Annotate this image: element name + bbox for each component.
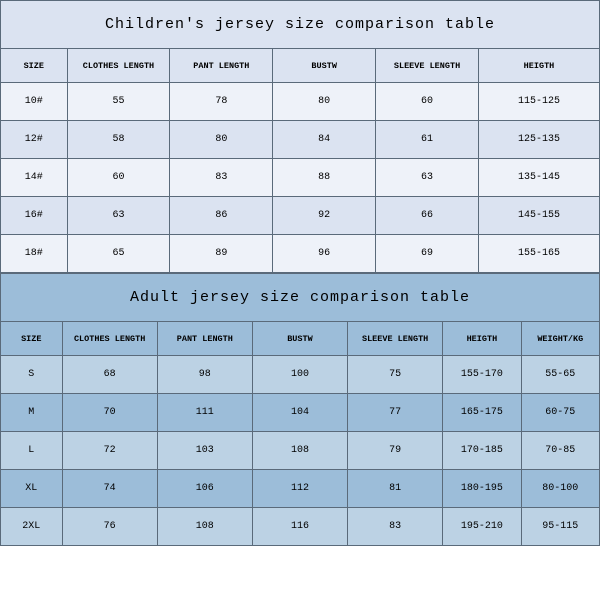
children-size-table: Children's jersey size comparison table … xyxy=(0,0,600,273)
table-row: 12# 58 80 84 61 125-135 xyxy=(1,121,600,159)
cell: 58 xyxy=(67,121,170,159)
cell: 98 xyxy=(157,356,252,394)
cell: 145-155 xyxy=(478,197,599,235)
cell: 103 xyxy=(157,432,252,470)
cell: 115-125 xyxy=(478,83,599,121)
cell: 116 xyxy=(252,508,347,546)
cell: 108 xyxy=(157,508,252,546)
cell: 155-170 xyxy=(443,356,521,394)
cell: 78 xyxy=(170,83,273,121)
col-clothes-length: CLOTHES LENGTH xyxy=(67,49,170,83)
cell: 63 xyxy=(376,159,479,197)
table-row: M 70 111 104 77 165-175 60-75 xyxy=(1,394,600,432)
cell: 75 xyxy=(348,356,443,394)
cell-size: L xyxy=(1,432,63,470)
cell: 60 xyxy=(67,159,170,197)
cell: 96 xyxy=(273,235,376,273)
cell: 195-210 xyxy=(443,508,521,546)
cell-size: 10# xyxy=(1,83,68,121)
cell: 55-65 xyxy=(521,356,599,394)
adult-header-row: SIZE CLOTHES LENGTH PANT LENGTH BUSTW SL… xyxy=(1,322,600,356)
cell: 95-115 xyxy=(521,508,599,546)
cell: 104 xyxy=(252,394,347,432)
col-pant-length: PANT LENGTH xyxy=(157,322,252,356)
cell: 65 xyxy=(67,235,170,273)
col-size: SIZE xyxy=(1,322,63,356)
table-row: XL 74 106 112 81 180-195 80-100 xyxy=(1,470,600,508)
cell: 70-85 xyxy=(521,432,599,470)
adult-title: Adult jersey size comparison table xyxy=(1,274,600,322)
cell: 74 xyxy=(62,470,157,508)
cell: 111 xyxy=(157,394,252,432)
cell: 112 xyxy=(252,470,347,508)
cell: 83 xyxy=(170,159,273,197)
cell: 125-135 xyxy=(478,121,599,159)
col-bust: BUSTW xyxy=(252,322,347,356)
cell: 135-145 xyxy=(478,159,599,197)
children-title-row: Children's jersey size comparison table xyxy=(1,1,600,49)
col-height: HEIGTH xyxy=(478,49,599,83)
cell-size: 2XL xyxy=(1,508,63,546)
col-sleeve-length: SLEEVE LENGTH xyxy=(376,49,479,83)
table-row: L 72 103 108 79 170-185 70-85 xyxy=(1,432,600,470)
cell: 76 xyxy=(62,508,157,546)
table-row: S 68 98 100 75 155-170 55-65 xyxy=(1,356,600,394)
cell: 80 xyxy=(170,121,273,159)
table-row: 2XL 76 108 116 83 195-210 95-115 xyxy=(1,508,600,546)
children-title: Children's jersey size comparison table xyxy=(1,1,600,49)
cell: 100 xyxy=(252,356,347,394)
col-size: SIZE xyxy=(1,49,68,83)
cell: 86 xyxy=(170,197,273,235)
cell: 68 xyxy=(62,356,157,394)
adult-size-table: Adult jersey size comparison table SIZE … xyxy=(0,273,600,546)
col-pant-length: PANT LENGTH xyxy=(170,49,273,83)
cell: 89 xyxy=(170,235,273,273)
cell-size: XL xyxy=(1,470,63,508)
cell: 80-100 xyxy=(521,470,599,508)
cell: 60 xyxy=(376,83,479,121)
cell-size: M xyxy=(1,394,63,432)
col-clothes-length: CLOTHES LENGTH xyxy=(62,322,157,356)
cell: 84 xyxy=(273,121,376,159)
cell: 70 xyxy=(62,394,157,432)
col-height: HEIGTH xyxy=(443,322,521,356)
cell: 170-185 xyxy=(443,432,521,470)
cell: 165-175 xyxy=(443,394,521,432)
cell-size: 16# xyxy=(1,197,68,235)
cell: 88 xyxy=(273,159,376,197)
children-header-row: SIZE CLOTHES LENGTH PANT LENGTH BUSTW SL… xyxy=(1,49,600,83)
table-row: 10# 55 78 80 60 115-125 xyxy=(1,83,600,121)
col-bust: BUSTW xyxy=(273,49,376,83)
cell: 63 xyxy=(67,197,170,235)
cell: 80 xyxy=(273,83,376,121)
cell: 66 xyxy=(376,197,479,235)
cell-size: 14# xyxy=(1,159,68,197)
cell: 77 xyxy=(348,394,443,432)
cell: 69 xyxy=(376,235,479,273)
cell: 55 xyxy=(67,83,170,121)
cell-size: S xyxy=(1,356,63,394)
table-row: 18# 65 89 96 69 155-165 xyxy=(1,235,600,273)
cell: 83 xyxy=(348,508,443,546)
cell: 72 xyxy=(62,432,157,470)
col-weight: WEIGHT/KG xyxy=(521,322,599,356)
table-row: 14# 60 83 88 63 135-145 xyxy=(1,159,600,197)
cell: 61 xyxy=(376,121,479,159)
cell: 92 xyxy=(273,197,376,235)
cell-size: 18# xyxy=(1,235,68,273)
table-row: 16# 63 86 92 66 145-155 xyxy=(1,197,600,235)
cell: 108 xyxy=(252,432,347,470)
cell: 81 xyxy=(348,470,443,508)
cell: 155-165 xyxy=(478,235,599,273)
cell: 79 xyxy=(348,432,443,470)
adult-title-row: Adult jersey size comparison table xyxy=(1,274,600,322)
col-sleeve-length: SLEEVE LENGTH xyxy=(348,322,443,356)
cell-size: 12# xyxy=(1,121,68,159)
cell: 106 xyxy=(157,470,252,508)
cell: 180-195 xyxy=(443,470,521,508)
cell: 60-75 xyxy=(521,394,599,432)
